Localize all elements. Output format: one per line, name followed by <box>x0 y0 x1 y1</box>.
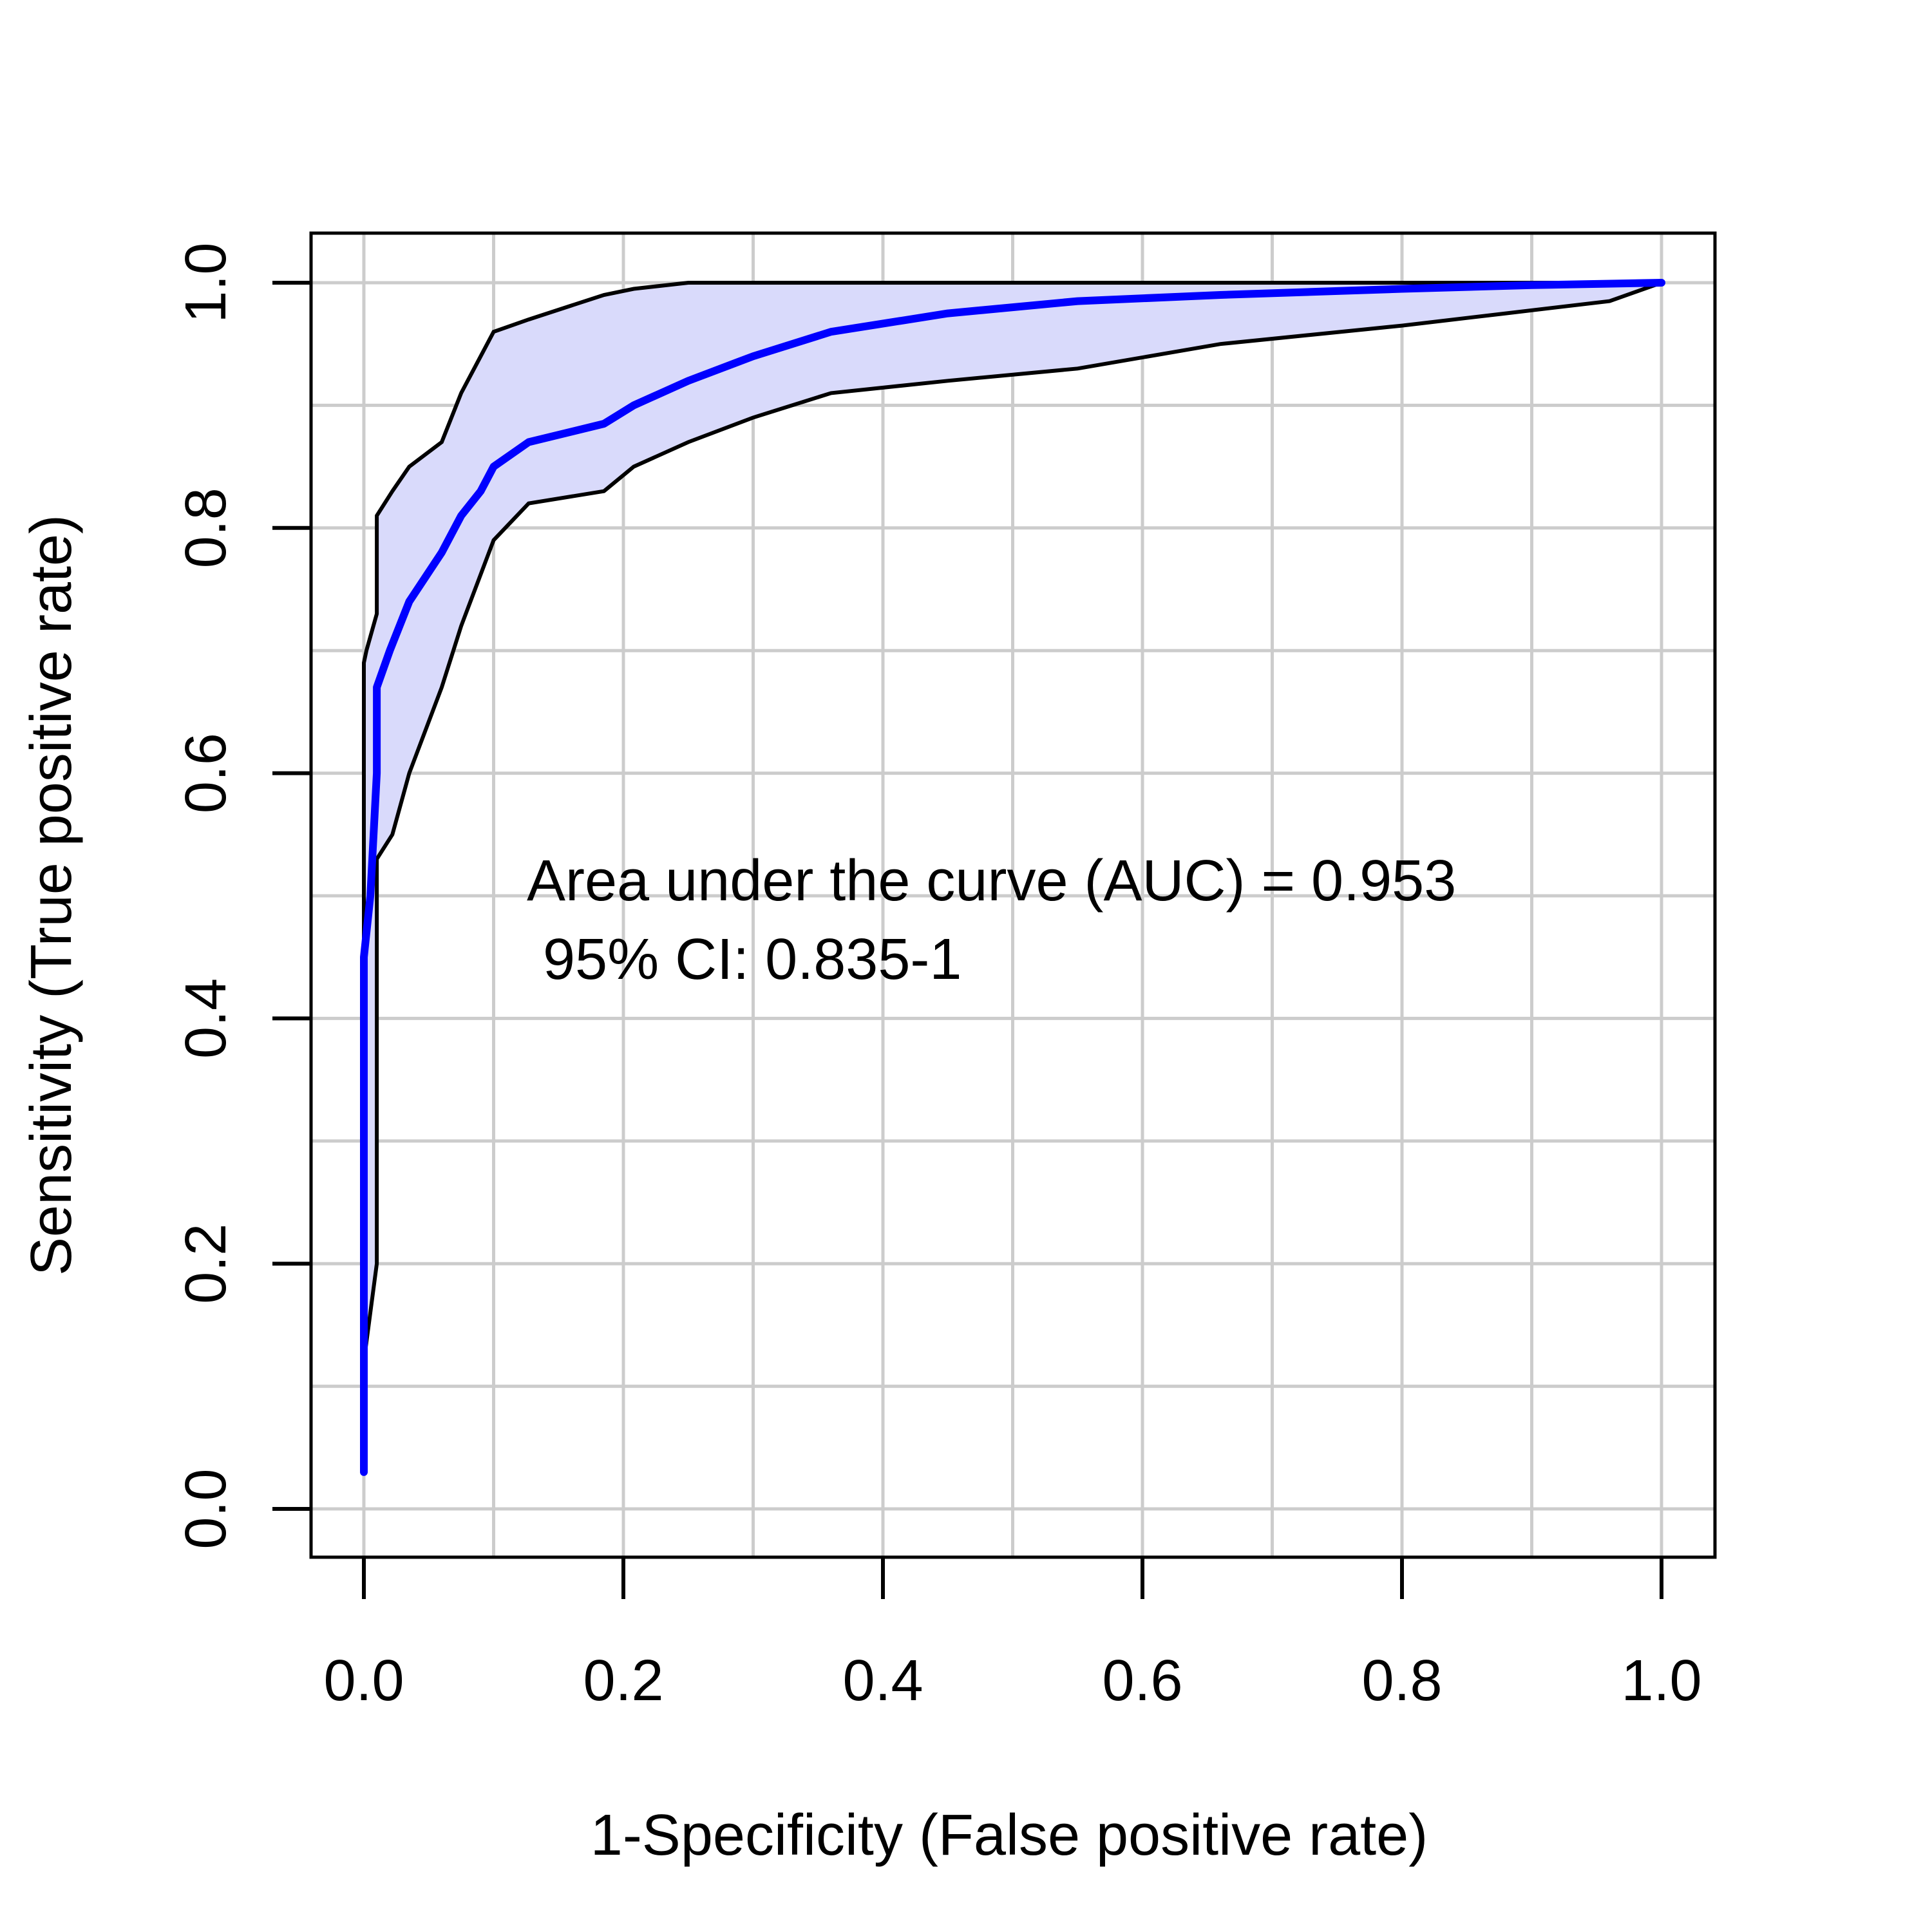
y-tick-label: 1.0 <box>174 242 238 323</box>
y-axis: 0.0 0.2 0.4 0.6 0.8 1.0 <box>174 242 311 1549</box>
y-tick-label: 0.0 <box>174 1468 238 1549</box>
x-tick-label: 0.2 <box>583 1649 663 1713</box>
y-tick-label: 0.4 <box>174 978 238 1059</box>
x-tick-label: 0.6 <box>1102 1649 1182 1713</box>
y-axis-title: Sensitivity (True positive rate) <box>19 515 84 1276</box>
ci-annotation: 95% CI: 0.835-1 <box>527 927 961 992</box>
x-axis-title: 1-Specificity (False positive rate) <box>591 1803 1428 1868</box>
y-tick-label: 0.2 <box>174 1224 238 1304</box>
plot-frame <box>309 231 1717 1559</box>
y-tick-label: 0.6 <box>174 733 238 813</box>
x-tick-label: 1.0 <box>1621 1649 1701 1713</box>
x-tick-label: 0.0 <box>323 1649 404 1713</box>
confidence-band-lower-line <box>362 281 1663 1472</box>
x-tick-label: 0.8 <box>1361 1649 1442 1713</box>
x-axis: 0.0 0.2 0.4 0.6 0.8 1.0 <box>323 1557 1702 1713</box>
auc-annotation: Area under the curve (AUC) = 0.953 <box>527 849 1456 913</box>
y-tick-label: 0.8 <box>174 488 238 568</box>
roc-curve <box>360 279 1665 1476</box>
x-tick-label: 0.4 <box>842 1649 923 1713</box>
confidence-band-upper-line <box>362 281 1662 1472</box>
confidence-band <box>364 283 1662 1472</box>
